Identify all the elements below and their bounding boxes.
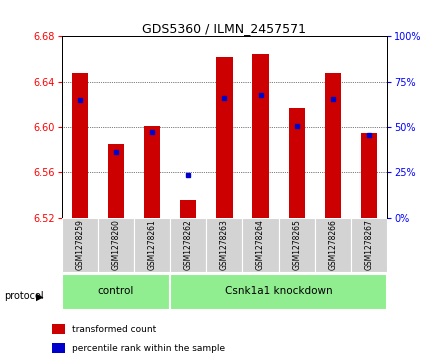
Text: GSM1278262: GSM1278262 bbox=[184, 220, 193, 270]
Bar bbox=[98, 218, 134, 272]
Text: protocol: protocol bbox=[4, 291, 44, 301]
Bar bbox=[62, 218, 98, 272]
Bar bbox=[279, 218, 315, 272]
Bar bbox=[325, 73, 341, 218]
Bar bbox=[216, 57, 232, 218]
Text: GSM1278263: GSM1278263 bbox=[220, 220, 229, 270]
Text: GSM1278259: GSM1278259 bbox=[75, 220, 84, 270]
Bar bbox=[361, 133, 377, 218]
Bar bbox=[108, 144, 124, 218]
Bar bbox=[242, 218, 279, 272]
Bar bbox=[62, 274, 170, 310]
Bar bbox=[206, 218, 242, 272]
Bar bbox=[253, 54, 269, 218]
Text: percentile rank within the sample: percentile rank within the sample bbox=[72, 344, 225, 352]
Text: GSM1278260: GSM1278260 bbox=[111, 220, 121, 270]
Bar bbox=[351, 218, 387, 272]
Bar bbox=[170, 218, 206, 272]
Bar bbox=[315, 218, 351, 272]
Bar bbox=[72, 73, 88, 218]
Text: GSM1278264: GSM1278264 bbox=[256, 220, 265, 270]
Bar bbox=[52, 343, 65, 353]
Text: GSM1278261: GSM1278261 bbox=[147, 220, 157, 270]
Bar bbox=[52, 324, 65, 334]
Bar bbox=[180, 200, 196, 218]
Bar bbox=[144, 126, 160, 218]
Text: Csnk1a1 knockdown: Csnk1a1 knockdown bbox=[225, 286, 333, 297]
Text: GSM1278265: GSM1278265 bbox=[292, 220, 301, 270]
Text: GSM1278267: GSM1278267 bbox=[365, 220, 374, 270]
Bar bbox=[289, 108, 305, 218]
Title: GDS5360 / ILMN_2457571: GDS5360 / ILMN_2457571 bbox=[143, 22, 306, 35]
Text: GSM1278266: GSM1278266 bbox=[328, 220, 337, 270]
Text: transformed count: transformed count bbox=[72, 325, 156, 334]
Bar bbox=[170, 274, 387, 310]
Text: control: control bbox=[98, 286, 134, 297]
Bar bbox=[134, 218, 170, 272]
Text: ▶: ▶ bbox=[36, 291, 44, 302]
